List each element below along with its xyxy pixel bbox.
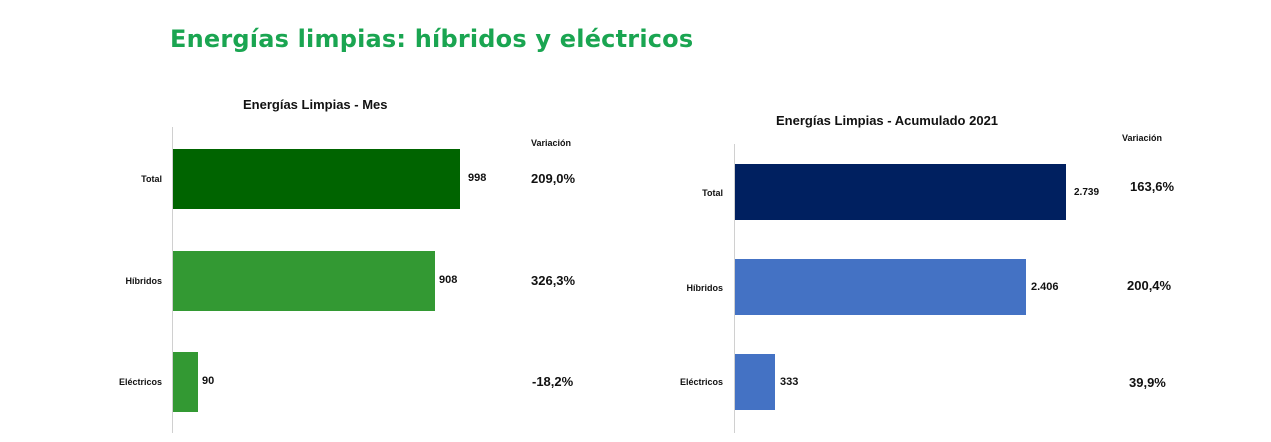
variation-value: -18,2% [532, 374, 574, 389]
value-label: 998 [468, 172, 487, 184]
y-axis-line [172, 127, 173, 433]
value-label: 2.739 [1074, 187, 1100, 198]
bar-hibridos [173, 251, 435, 311]
variation-value: 209,0% [531, 171, 576, 186]
bar-electricos [735, 354, 775, 410]
value-label: 2.406 [1031, 281, 1059, 293]
category-label: Híbridos [125, 276, 162, 286]
chart-title: Energías Limpias - Mes [243, 97, 388, 112]
variation-header: Variación [531, 138, 572, 148]
category-label: Eléctricos [118, 377, 162, 387]
variation-header: Variación [1122, 133, 1163, 143]
value-label: 90 [202, 375, 215, 387]
category-label: Híbridos [686, 283, 723, 293]
chart-title: Energías Limpias - Acumulado 2021 [776, 113, 999, 128]
variation-value: 326,3% [531, 273, 576, 288]
bar-hibridos [735, 259, 1026, 315]
bar-total [735, 164, 1066, 220]
variation-value: 39,9% [1129, 375, 1166, 390]
value-label: 333 [780, 376, 799, 388]
variation-value: 200,4% [1127, 278, 1172, 293]
variation-value: 163,6% [1130, 179, 1175, 194]
page-title: Energías limpias: híbridos y eléctricos [170, 25, 694, 53]
value-label: 908 [439, 274, 458, 286]
category-label: Total [141, 174, 162, 184]
bar-total [173, 149, 460, 209]
y-axis-line [734, 144, 735, 433]
category-label: Total [702, 188, 723, 198]
category-label: Eléctricos [679, 377, 723, 387]
bar-electricos [173, 352, 198, 412]
